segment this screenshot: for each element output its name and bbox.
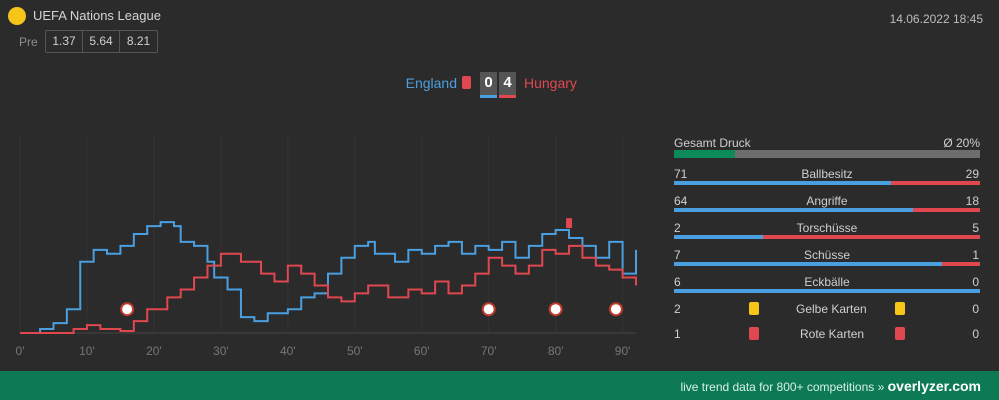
stat-home-value: 2 xyxy=(674,221,681,235)
yellow-card-icon xyxy=(749,302,759,315)
red-card-icon-away xyxy=(895,327,905,340)
stat-home-value: 64 xyxy=(674,194,688,208)
goal-ball-icon xyxy=(481,302,496,317)
x-tick-label: 70' xyxy=(481,344,497,358)
pre-odds-label: Pre xyxy=(19,35,38,49)
goal-ball-icon xyxy=(120,302,135,317)
stat-away-value: 29 xyxy=(965,167,979,181)
footer-bar xyxy=(0,371,999,400)
stat-bar xyxy=(674,289,980,293)
footer-text: live trend data for 800+ competitions » xyxy=(680,380,885,394)
stat-label: Ballbesitz xyxy=(801,167,853,181)
goal-ball-icon xyxy=(548,302,563,317)
odds-draw: 5.64 xyxy=(83,31,120,52)
stat-bar xyxy=(674,262,980,266)
stat-bar xyxy=(674,208,980,212)
red-card-marker-icon xyxy=(566,218,573,229)
stat-bar xyxy=(674,235,980,239)
footer-link[interactable]: live trend data for 800+ competitions » … xyxy=(680,378,981,394)
stat-label: Eckbälle xyxy=(804,275,850,289)
series-line-hungary xyxy=(20,244,637,334)
x-tick-label: 0' xyxy=(16,344,25,358)
yellow-card-icon-away xyxy=(895,302,905,315)
yellow-home: 2 xyxy=(674,302,681,316)
yellow-label: Gelbe Karten xyxy=(796,302,867,316)
stat-home-value: 7 xyxy=(674,248,681,262)
home-score: 0 xyxy=(480,72,497,98)
stat-away-value: 1 xyxy=(972,248,979,262)
stat-bar-fill xyxy=(674,181,892,185)
stat-away-value: 5 xyxy=(972,221,979,235)
red-card-icon-home xyxy=(749,327,759,340)
pressure-bar-fill xyxy=(674,150,736,158)
series-line-england xyxy=(20,221,637,334)
away-score: 4 xyxy=(499,72,516,98)
odds-home: 1.37 xyxy=(46,31,83,52)
x-tick-label: 10' xyxy=(79,344,95,358)
x-tick-label: 90' xyxy=(615,344,631,358)
stat-bar xyxy=(674,181,980,185)
odds-away: 8.21 xyxy=(126,34,151,48)
stat-home-value: 71 xyxy=(674,167,688,181)
stat-label: Angriffe xyxy=(806,194,848,208)
goal-ball-icon xyxy=(608,302,623,317)
match-datetime: 14.06.2022 18:45 xyxy=(889,12,983,26)
red-home: 1 xyxy=(674,327,681,341)
red-label: Rote Karten xyxy=(800,327,865,341)
pressure-bar xyxy=(674,150,980,158)
red-card-icon xyxy=(462,76,471,89)
pressure-value: Ø 20% xyxy=(943,136,980,150)
red-away: 0 xyxy=(972,327,979,341)
stat-bar-fill xyxy=(674,235,763,239)
x-tick-label: 80' xyxy=(548,344,564,358)
stat-label: Torschüsse xyxy=(796,221,858,235)
stat-away-value: 0 xyxy=(972,275,979,289)
stat-home-value: 6 xyxy=(674,275,681,289)
stat-label: Schüsse xyxy=(803,248,851,262)
stat-bar-fill xyxy=(674,289,980,293)
x-tick-label: 50' xyxy=(347,344,363,358)
home-team-name[interactable]: England xyxy=(405,75,457,91)
stat-away-value: 18 xyxy=(965,194,979,208)
pressure-label: Gesamt Druck xyxy=(674,136,751,150)
pressure-chart: 0' 10' 20' 30' 40' 50' 60' 70' 80' 90' xyxy=(16,135,637,358)
x-tick-label: 60' xyxy=(414,344,430,358)
x-tick-label: 30' xyxy=(213,344,229,358)
league-icon xyxy=(8,7,26,25)
away-team-name[interactable]: Hungary xyxy=(524,75,577,91)
yellow-away: 0 xyxy=(972,302,979,316)
footer-brand: overlyzer.com xyxy=(887,378,981,394)
odds-group: 1.37 5.64 8.21 xyxy=(45,30,158,53)
x-tick-label: 40' xyxy=(280,344,296,358)
league-name[interactable]: UEFA Nations League xyxy=(33,8,161,23)
x-tick-label: 20' xyxy=(146,344,162,358)
stat-bar-fill xyxy=(674,262,942,266)
stat-bar-fill xyxy=(674,208,913,212)
